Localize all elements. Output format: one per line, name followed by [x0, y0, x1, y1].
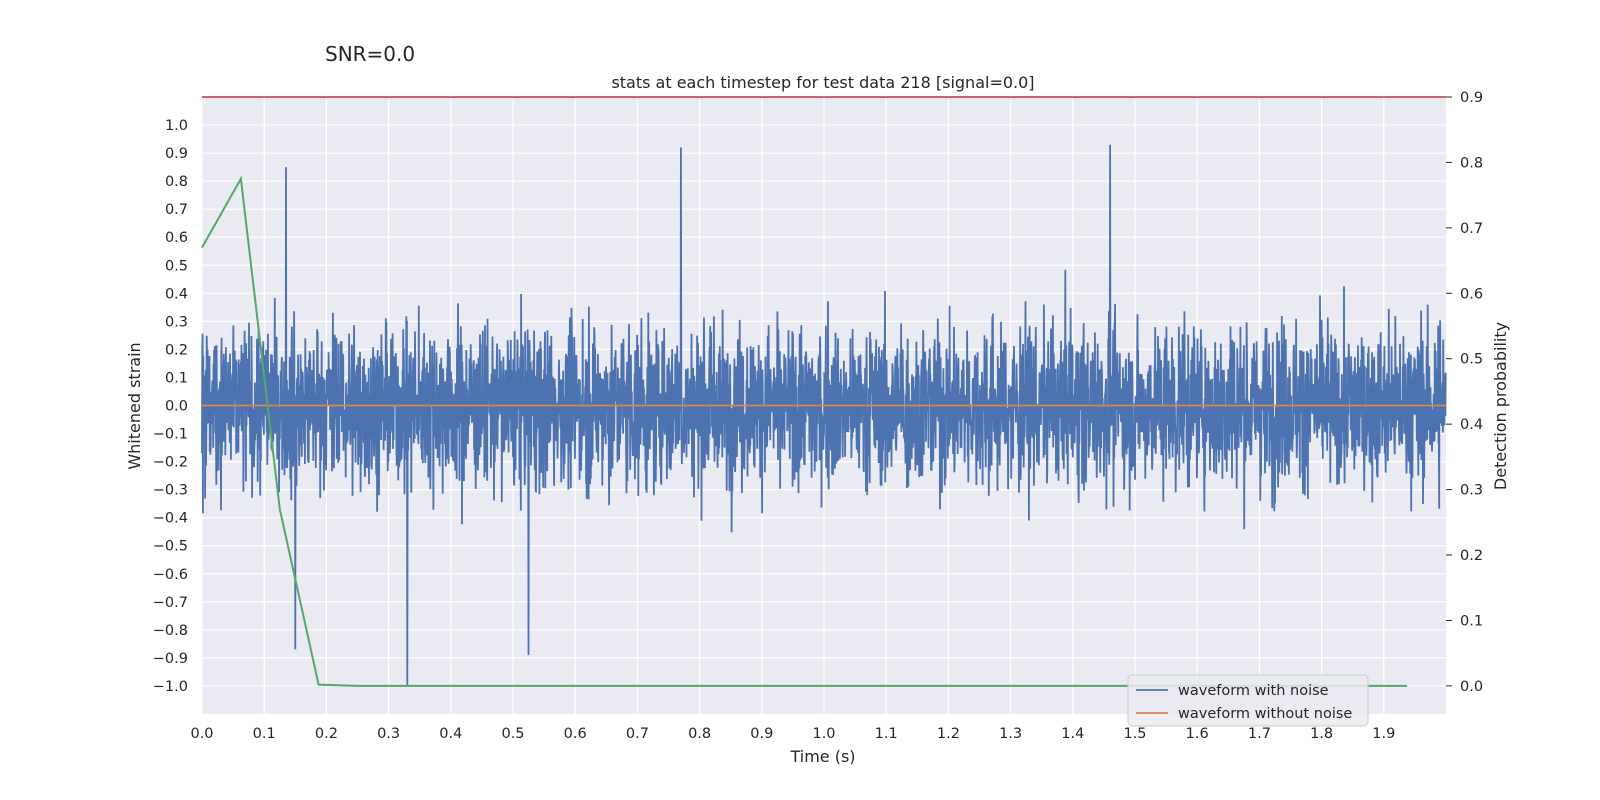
y-tick-label: 0.0 [165, 399, 188, 415]
y2-axis-label: Detection probability [1491, 322, 1510, 490]
right-axis-ticks: 0.9 0.8 0.7 0.6 0.5 0.4 0.3 0.2 0.1 0.0 [1446, 90, 1483, 695]
y-tick-label: 0.2 [165, 342, 188, 358]
y2-tick-label: 0.6 [1460, 286, 1483, 302]
x-tick-label: 1.8 [1310, 726, 1333, 742]
y2-tick-label: 0.0 [1460, 679, 1483, 695]
y-tick-label: −0.4 [153, 511, 188, 527]
legend: waveform with noise waveform without nois… [1127, 674, 1369, 727]
x-tick-label: 1.3 [999, 726, 1022, 742]
y-tick-label: 0.4 [165, 286, 188, 302]
y-tick-label: 0.9 [165, 146, 188, 162]
x-tick-label: 1.2 [937, 726, 960, 742]
x-tick-label: 1.9 [1372, 726, 1395, 742]
x-tick-label: 0.2 [315, 726, 338, 742]
x-tick-label: 0.9 [750, 726, 773, 742]
x-tick-label: 0.3 [377, 726, 400, 742]
y2-tick-label: 0.7 [1460, 221, 1483, 237]
y-tick-label: 0.6 [165, 230, 188, 246]
y2-tick-label: 0.3 [1460, 483, 1483, 499]
y2-tick-label: 0.5 [1460, 352, 1483, 368]
x-tick-label: 0.8 [688, 726, 711, 742]
y2-tick-label: 0.8 [1460, 155, 1483, 171]
x-tick-label: 1.1 [875, 726, 898, 742]
x-tick-label: 0.7 [626, 726, 649, 742]
y-tick-label: −0.6 [153, 567, 188, 583]
x-tick-label: 0.0 [190, 726, 213, 742]
y2-tick-label: 0.2 [1460, 548, 1483, 564]
y-tick-label: −0.3 [153, 483, 188, 499]
x-tick-label: 1.7 [1248, 726, 1271, 742]
x-tick-label: 1.0 [812, 726, 835, 742]
y-tick-label: −0.2 [153, 455, 188, 471]
y-tick-label: 0.5 [165, 258, 188, 274]
x-tick-label: 0.4 [439, 726, 462, 742]
y-tick-label: −0.7 [153, 595, 188, 611]
y-tick-label: −0.1 [153, 427, 188, 443]
x-tick-label: 1.6 [1186, 726, 1209, 742]
series-waveform-with-noise [201, 144, 1447, 687]
y-tick-label: 1.0 [165, 118, 188, 134]
figure-suptitle: SNR=0.0 [325, 42, 415, 66]
y2-tick-label: 0.4 [1460, 417, 1483, 433]
y-tick-label: 0.1 [165, 370, 188, 386]
left-axis-ticks: 1.0 0.9 0.8 0.7 0.6 0.5 0.4 0.3 0.2 0.1 0.0 −0.1 −0.… [153, 118, 188, 695]
legend-label: waveform without noise [1178, 706, 1352, 722]
legend-box [1127, 674, 1369, 727]
x-tick-label: 1.4 [1061, 726, 1084, 742]
y-axis-label: Whitened strain [125, 342, 144, 469]
legend-label: waveform with noise [1178, 683, 1329, 699]
y-tick-label: −0.8 [153, 623, 188, 639]
x-axis-ticks: 0.0 0.1 0.2 0.3 0.4 0.5 0.6 0.7 0.8 0.9 1.0 1.1 1.2 1… [190, 726, 1395, 742]
y-tick-label: 0.8 [165, 174, 188, 190]
x-axis-label: Time (s) [789, 747, 855, 766]
y-tick-label: 0.7 [165, 202, 188, 218]
x-tick-label: 1.5 [1123, 726, 1146, 742]
y-tick-label: −0.9 [153, 651, 188, 667]
y-tick-label: −0.5 [153, 539, 188, 555]
chart-title: stats at each timestep for test data 218… [611, 73, 1034, 92]
x-tick-label: 0.6 [564, 726, 587, 742]
y-tick-label: 0.3 [165, 314, 188, 330]
x-tick-label: 0.1 [253, 726, 276, 742]
y-tick-label: −1.0 [153, 679, 188, 695]
x-tick-label: 0.5 [501, 726, 524, 742]
y2-tick-label: 0.1 [1460, 613, 1483, 629]
y2-tick-label: 0.9 [1460, 90, 1483, 106]
